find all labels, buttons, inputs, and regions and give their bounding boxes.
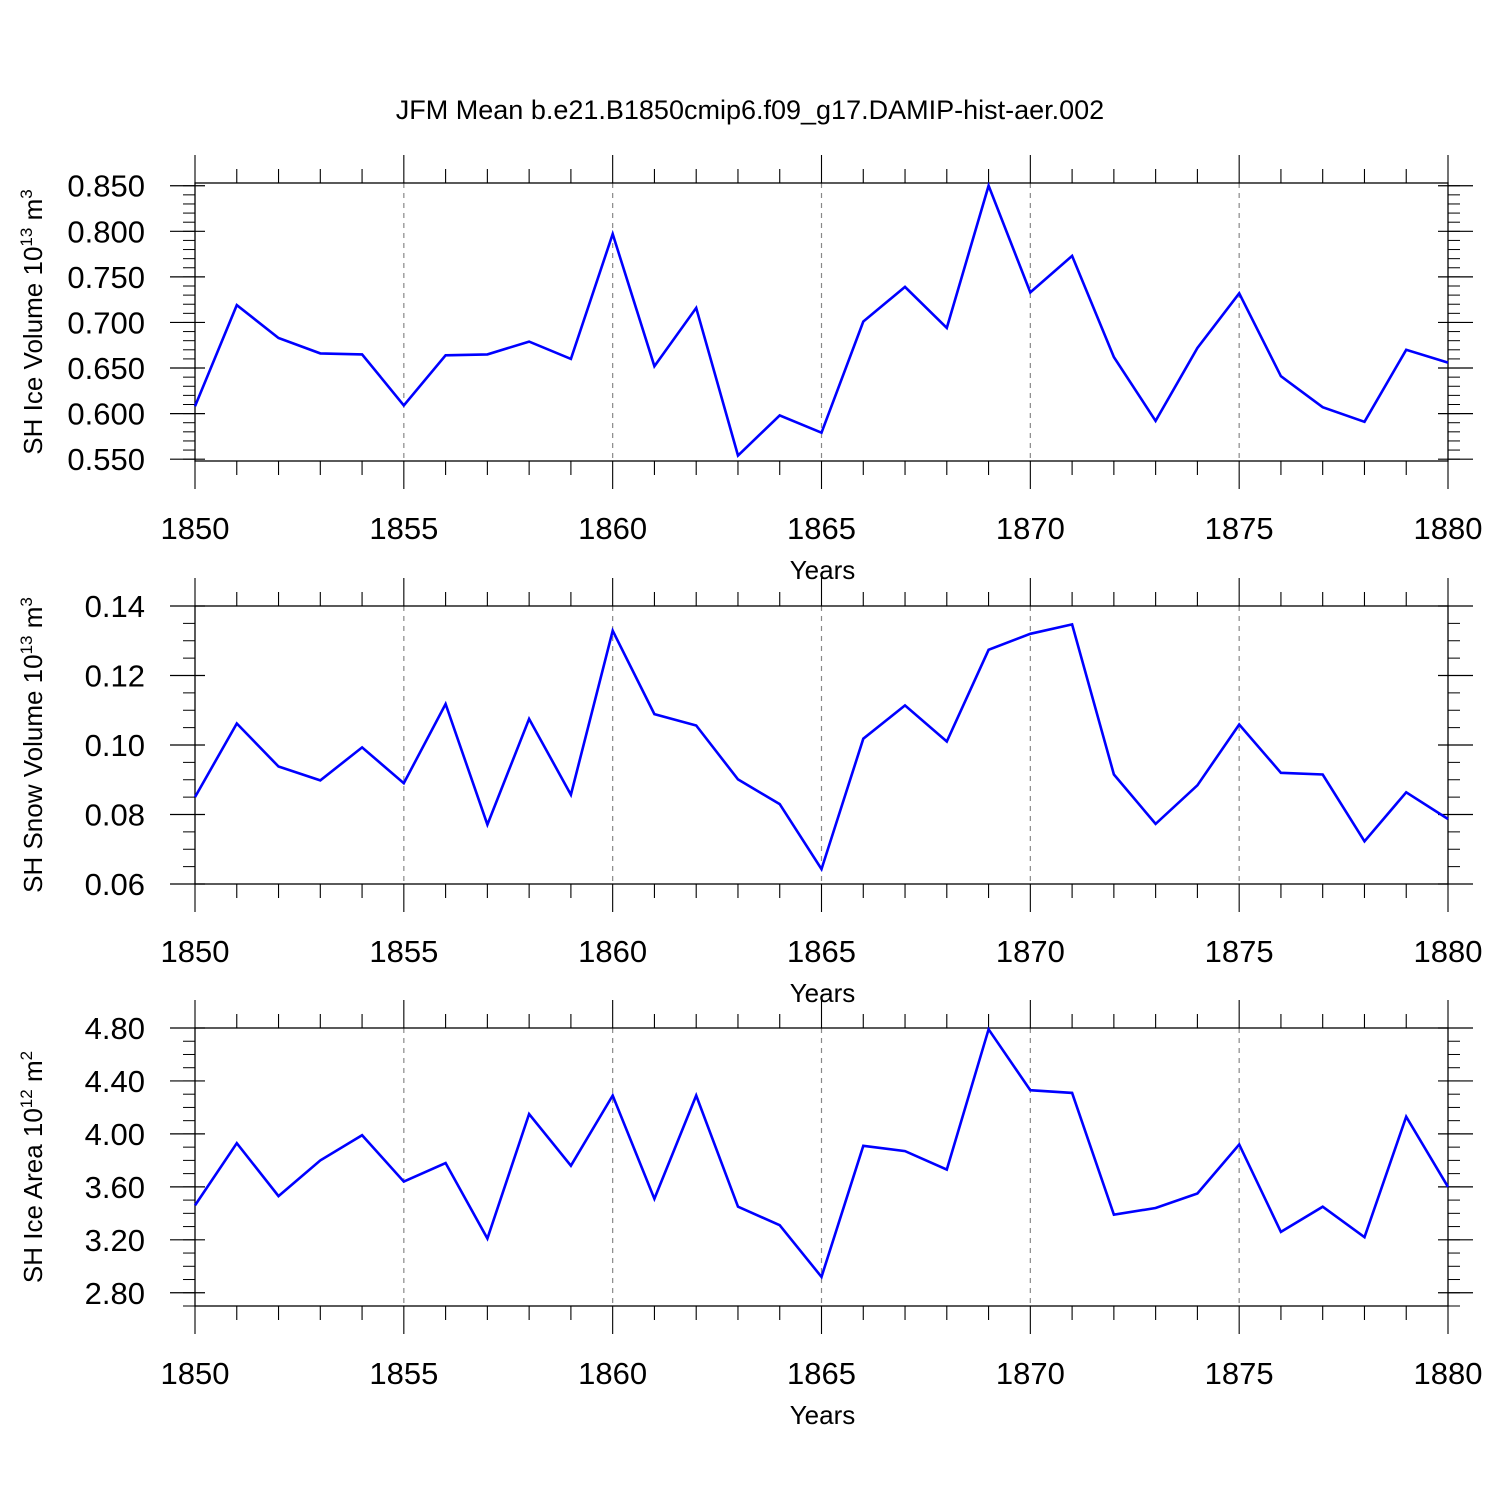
y-axis-label-part: SH Ice Area 10 <box>18 1108 48 1283</box>
ytick-label: 0.650 <box>67 351 145 386</box>
ytick-label: 0.750 <box>67 260 145 295</box>
xtick-label: 1880 <box>1414 934 1483 969</box>
y-axis-label-superscript: 13 <box>17 228 36 247</box>
xtick-label: 1880 <box>1414 511 1483 546</box>
xtick-label: 1860 <box>578 1356 647 1391</box>
y-axis-label: SH Ice Volume 1013 m3 <box>17 189 48 454</box>
xtick-label: 1850 <box>161 511 230 546</box>
y-axis-label: SH Snow Volume 1013 m3 <box>17 597 48 893</box>
y-axis-label: SH Ice Area 1012 m2 <box>17 1051 48 1283</box>
plot-frame <box>194 605 1449 885</box>
ytick-label: 4.00 <box>85 1117 145 1152</box>
y-axis-label-superscript: 2 <box>17 1051 36 1060</box>
y-axis-label-superscript: 3 <box>17 597 36 606</box>
xtick-label: 1870 <box>996 1356 1065 1391</box>
y-axis-label-part: m <box>18 199 48 228</box>
ytick-label: 4.40 <box>85 1064 145 1099</box>
y-axis-label-part: m <box>18 1060 48 1089</box>
xtick-label: 1875 <box>1205 511 1274 546</box>
ytick-label: 0.08 <box>85 798 145 833</box>
xtick-label: 1855 <box>369 934 438 969</box>
panel-1: 0.550 0.600 0.650 0.700 0.750 0.800 0.850 1850 1… <box>17 155 1482 585</box>
xtick-label: 1870 <box>996 934 1065 969</box>
y-axis-label-part: m <box>18 607 48 636</box>
xtick-label: 1870 <box>996 511 1065 546</box>
ytick-label: 0.14 <box>85 589 145 624</box>
xtick-label: 1875 <box>1205 934 1274 969</box>
xtick-label: 1860 <box>578 934 647 969</box>
ytick-label: 0.550 <box>67 442 145 477</box>
panels: 0.550 0.600 0.650 0.700 0.750 0.800 0.850 1850 1… <box>17 155 1482 1430</box>
y-axis-label-superscript: 13 <box>17 635 36 654</box>
xtick-label: 1855 <box>369 1356 438 1391</box>
ytick-label: 0.10 <box>85 728 145 763</box>
ytick-label: 0.800 <box>67 214 145 249</box>
xtick-label: 1855 <box>369 511 438 546</box>
xtick-label: 1860 <box>578 511 647 546</box>
ytick-label: 0.700 <box>67 305 145 340</box>
ytick-label: 0.12 <box>85 659 145 694</box>
ytick-label: 4.80 <box>85 1011 145 1046</box>
y-axis-label-superscript: 3 <box>17 189 36 198</box>
plot-frame <box>194 182 1449 462</box>
y-axis-label-part: SH Ice Volume 10 <box>18 247 48 455</box>
y-axis-label-superscript: 12 <box>17 1089 36 1108</box>
ytick-label: 0.600 <box>67 397 145 432</box>
panel-3: 2.80 3.20 3.60 4.00 4.40 4.80 1850 1855 1860 1865… <box>17 1000 1482 1430</box>
x-axis-label: Years <box>790 555 856 585</box>
xtick-label: 1865 <box>787 1356 856 1391</box>
ytick-label: 0.850 <box>67 169 145 204</box>
ytick-label: 2.80 <box>85 1276 145 1311</box>
xtick-label: 1850 <box>161 934 230 969</box>
xtick-label: 1880 <box>1414 1356 1483 1391</box>
xtick-label: 1875 <box>1205 1356 1274 1391</box>
xtick-label: 1850 <box>161 1356 230 1391</box>
ytick-label: 3.20 <box>85 1223 145 1258</box>
xtick-label: 1865 <box>787 511 856 546</box>
ytick-label: 0.06 <box>85 867 145 902</box>
panel-2: 0.06 0.08 0.10 0.12 0.14 1850 1855 1860 1865 1870… <box>17 578 1482 1008</box>
chart-title: JFM Mean b.e21.B1850cmip6.f09_g17.DAMIP-… <box>396 95 1104 125</box>
ytick-label: 3.60 <box>85 1170 145 1205</box>
xtick-label: 1865 <box>787 934 856 969</box>
plot-frame <box>194 1027 1449 1307</box>
y-axis-label-part: SH Snow Volume 10 <box>18 654 48 892</box>
x-axis-label: Years <box>790 1400 856 1430</box>
x-axis-label: Years <box>790 978 856 1008</box>
